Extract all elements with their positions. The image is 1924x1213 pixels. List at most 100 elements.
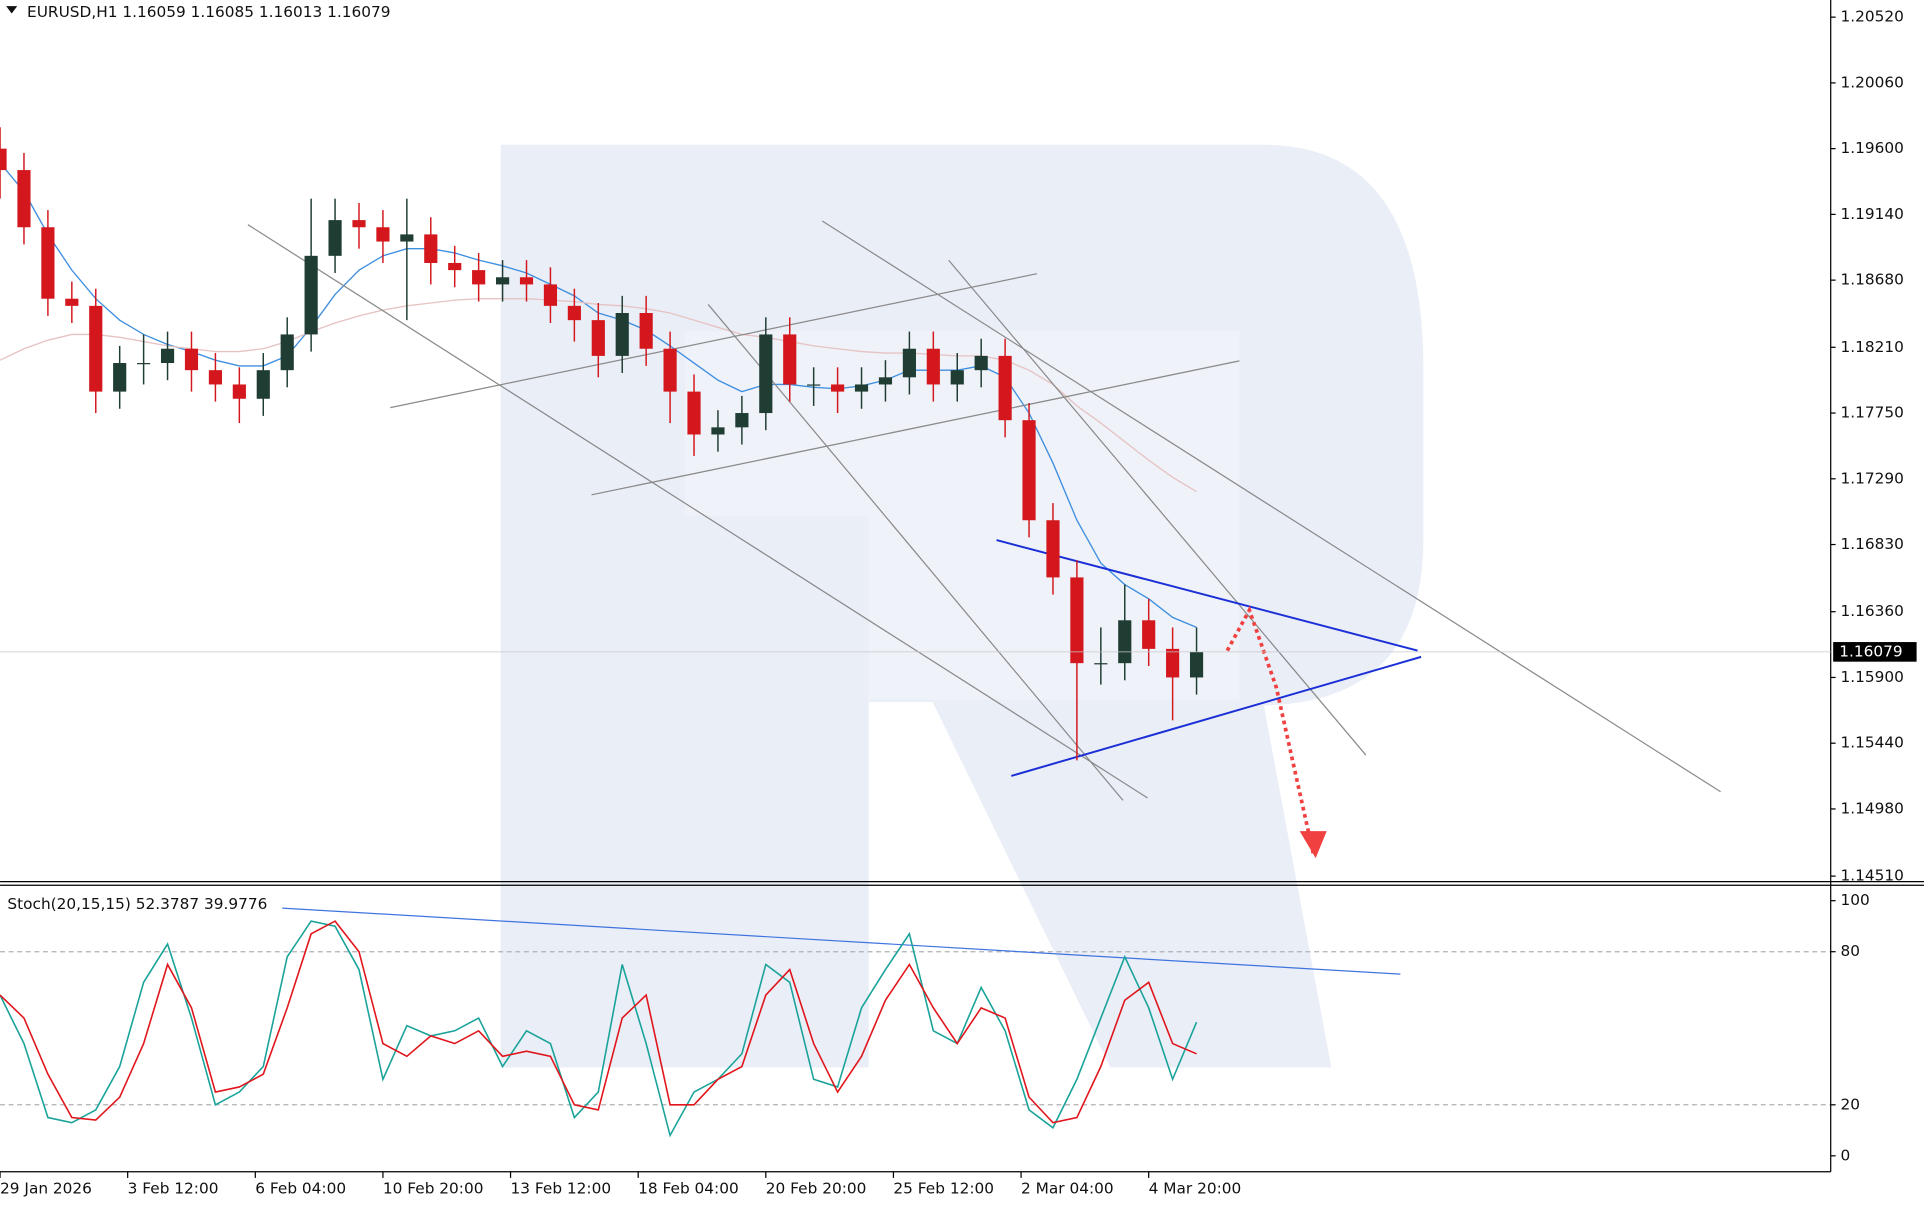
forecast-arrowhead [1299, 831, 1327, 859]
candle-body [807, 384, 821, 386]
candle-body [1070, 577, 1084, 664]
y-tick-label: 1.15440 [1841, 734, 1904, 752]
candle-body [735, 413, 749, 428]
y-tick-label: 1.14510 [1841, 867, 1904, 885]
symbol-menu-icon [6, 6, 18, 14]
y-tick-label: 1.15900 [1841, 668, 1904, 686]
candle-body [663, 348, 677, 392]
candle-body [998, 355, 1012, 421]
candle-body [448, 262, 462, 271]
candle-body [854, 384, 869, 392]
y-tick-label: 1.19600 [1841, 139, 1904, 157]
candle-body [878, 377, 893, 385]
trend-line [996, 539, 1418, 652]
y-tick-label: 1.14980 [1841, 799, 1904, 817]
candle-body [232, 384, 246, 399]
candle-body [352, 220, 366, 228]
x-tick-label: 25 Feb 12:00 [893, 1179, 994, 1197]
y-tick-label: 1.17750 [1841, 404, 1904, 422]
last-price-label: 1.16079 [1839, 642, 1902, 660]
chart-title: EURUSD,H1 1.16059 1.16085 1.16013 1.1607… [27, 3, 391, 21]
candle-body [424, 234, 438, 263]
stochastic-line [0, 920, 1198, 1138]
candle-body [41, 227, 55, 299]
candle-body [639, 313, 653, 349]
x-tick-label: 10 Feb 20:00 [383, 1179, 484, 1197]
indicator-title: Stoch(20,15,15) 52.3787 39.9776 [7, 895, 267, 913]
candle-body [615, 313, 629, 356]
trend-line [821, 220, 1721, 793]
y-tick-label: 1.17290 [1841, 469, 1904, 487]
candle-body [831, 384, 845, 392]
candle-body [687, 391, 701, 435]
x-tick-label: 29 Jan 2026 [0, 1179, 92, 1197]
y-tick-label: 100 [1841, 891, 1870, 909]
candle-body [113, 363, 127, 392]
candle-body [902, 348, 916, 378]
candle-body [65, 298, 79, 306]
y-tick-label: 1.18210 [1841, 338, 1904, 356]
trend-line [948, 259, 1367, 756]
candle-body [304, 255, 318, 335]
candle-body [472, 270, 486, 285]
candle-body [184, 348, 199, 371]
candle-body [567, 305, 581, 321]
candle-body [0, 148, 7, 171]
x-tick-label: 2 Mar 04:00 [1021, 1179, 1114, 1197]
trend-line [591, 360, 1240, 496]
candle-body [1189, 651, 1204, 678]
y-tick-label: 1.20060 [1841, 73, 1904, 91]
last-price-box [1833, 642, 1917, 662]
candle-body [591, 320, 605, 356]
y-tick-label: 20 [1841, 1095, 1861, 1113]
candle-body [1118, 620, 1132, 664]
candle-body [400, 234, 414, 242]
candle-body [208, 370, 222, 385]
candle-body [280, 334, 294, 371]
candle-body [926, 348, 940, 385]
trend-line [247, 224, 1148, 799]
x-tick-label: 4 Mar 20:00 [1149, 1179, 1242, 1197]
stochastic-line [0, 920, 1197, 1124]
candle-body [1046, 520, 1060, 578]
candle-body [17, 170, 31, 228]
trend-line [1011, 655, 1422, 777]
y-tick-label: 80 [1841, 942, 1861, 960]
plot-layer [0, 127, 1831, 1138]
candle-body [711, 427, 725, 435]
y-tick-label: 1.19140 [1841, 205, 1904, 223]
candle-body [495, 277, 510, 285]
trend-line [282, 907, 1401, 975]
trend-line [707, 304, 1124, 801]
candle-body [137, 363, 151, 365]
watermark [500, 144, 1424, 1068]
x-tick-label: 13 Feb 12:00 [511, 1179, 612, 1197]
candle-body [328, 220, 342, 256]
candle-body [89, 305, 103, 392]
candle-body [1094, 663, 1108, 665]
candle-body [974, 355, 988, 371]
candle-body [950, 370, 964, 385]
candle-body [1166, 648, 1180, 678]
trend-line [390, 273, 1038, 409]
candle-body [1022, 420, 1036, 521]
candle-body [256, 370, 270, 399]
x-tick-label: 3 Feb 12:00 [128, 1179, 219, 1197]
x-tick-label: 6 Feb 04:00 [255, 1179, 346, 1197]
candle-body [376, 227, 390, 242]
y-tick-label: 1.16360 [1841, 602, 1904, 620]
candle-body [519, 277, 534, 285]
y-tick-label: 1.16830 [1841, 535, 1904, 553]
candle-body [543, 284, 558, 306]
candle-body [783, 334, 797, 385]
x-tick-label: 18 Feb 04:00 [638, 1179, 739, 1197]
x-tick-label: 20 Feb 20:00 [766, 1179, 867, 1197]
candle-body [160, 348, 175, 364]
y-tick-label: 0 [1841, 1146, 1851, 1164]
y-tick-label: 1.18680 [1841, 271, 1904, 289]
forecast-arrow [1225, 605, 1316, 854]
candle-body [759, 334, 773, 414]
candle-body [1142, 620, 1156, 649]
